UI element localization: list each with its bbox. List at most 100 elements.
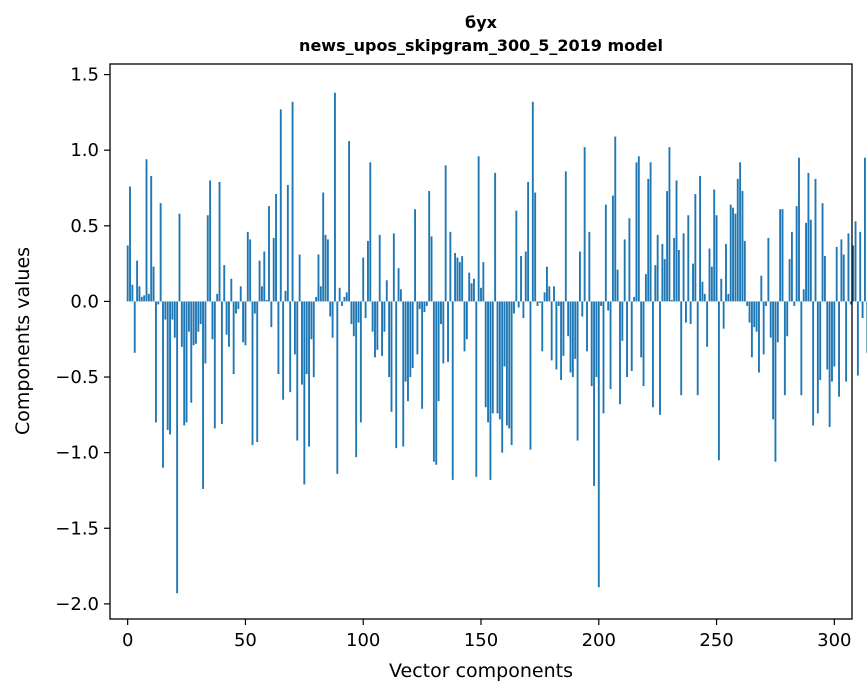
bar: [162, 301, 164, 468]
bar: [543, 292, 546, 302]
bar: [760, 275, 763, 302]
bar: [334, 92, 336, 302]
bar: [180, 301, 183, 347]
bar: [209, 180, 212, 302]
bar: [687, 215, 690, 302]
bar: [223, 265, 226, 302]
bar: [183, 301, 186, 426]
bar: [550, 301, 553, 361]
bar: [793, 301, 796, 306]
bar: [619, 301, 621, 405]
bar: [232, 301, 235, 375]
bar: [475, 301, 478, 477]
bar: [343, 296, 346, 302]
bar: [235, 301, 237, 314]
bar: [211, 301, 214, 340]
bar: [482, 262, 485, 302]
bar: [187, 301, 190, 332]
bar: [510, 301, 513, 446]
bar: [150, 175, 153, 302]
bar: [263, 251, 266, 302]
bar: [557, 301, 560, 306]
x-tick-label: 200: [582, 630, 616, 651]
bar: [157, 301, 160, 305]
bar: [425, 301, 428, 306]
bar: [663, 259, 666, 302]
bar: [268, 206, 270, 302]
bar: [529, 301, 532, 450]
bar: [642, 301, 645, 387]
bar: [774, 301, 777, 462]
bar: [411, 301, 414, 368]
bar: [602, 301, 605, 414]
bar: [812, 301, 815, 426]
bar: [805, 222, 807, 302]
bar: [689, 301, 692, 325]
bar: [416, 301, 419, 355]
bar: [593, 301, 595, 486]
bar: [520, 256, 522, 302]
bar: [861, 301, 864, 319]
bar: [129, 186, 131, 302]
bar: [359, 301, 362, 423]
y-tick-label: −1.0: [55, 443, 99, 464]
bar: [244, 301, 247, 346]
bar: [553, 286, 555, 302]
bar: [251, 301, 254, 446]
bar: [305, 301, 308, 375]
bar: [776, 301, 779, 343]
bar: [242, 301, 245, 343]
bar: [449, 231, 452, 302]
bar: [748, 301, 751, 323]
bar: [331, 301, 334, 338]
x-tick-label: 300: [817, 630, 851, 651]
x-tick-label: 250: [699, 630, 733, 651]
bar: [336, 301, 339, 474]
bar: [407, 301, 409, 402]
bar: [447, 301, 449, 362]
bar: [136, 260, 139, 302]
bar: [656, 234, 659, 302]
bar: [456, 257, 459, 302]
bar: [715, 215, 718, 302]
bar: [225, 301, 228, 335]
bar: [169, 301, 171, 435]
bar: [355, 301, 358, 458]
bar: [727, 293, 730, 302]
x-tick-label: 50: [234, 630, 257, 651]
bar: [536, 301, 539, 306]
bar: [677, 250, 680, 302]
y-tick-label: 0.5: [70, 216, 99, 237]
bar: [444, 165, 447, 302]
y-tick-label: −1.5: [55, 518, 99, 539]
bar: [649, 162, 652, 302]
bar: [357, 301, 360, 323]
bar: [470, 283, 473, 302]
bar: [802, 289, 805, 302]
bar: [701, 281, 704, 302]
bar: [503, 301, 506, 367]
bar: [524, 251, 527, 302]
bar: [595, 301, 598, 378]
bar: [414, 209, 416, 302]
bar: [682, 233, 685, 302]
bar: [317, 254, 320, 302]
bar: [661, 243, 664, 302]
bar: [202, 301, 204, 489]
bar: [788, 259, 791, 302]
x-axis-label: Vector components: [389, 660, 573, 682]
bar: [282, 301, 285, 400]
bar: [496, 301, 499, 414]
bar: [239, 286, 242, 302]
chart-title: бух: [465, 13, 498, 32]
bar: [362, 257, 365, 302]
bar: [609, 301, 612, 390]
bar: [487, 301, 489, 423]
bar: [126, 245, 129, 302]
bar: [454, 253, 457, 302]
y-tick-label: 1.5: [70, 65, 99, 86]
bar: [310, 301, 313, 340]
bar: [614, 136, 617, 302]
y-tick-label: 0.0: [70, 291, 99, 312]
